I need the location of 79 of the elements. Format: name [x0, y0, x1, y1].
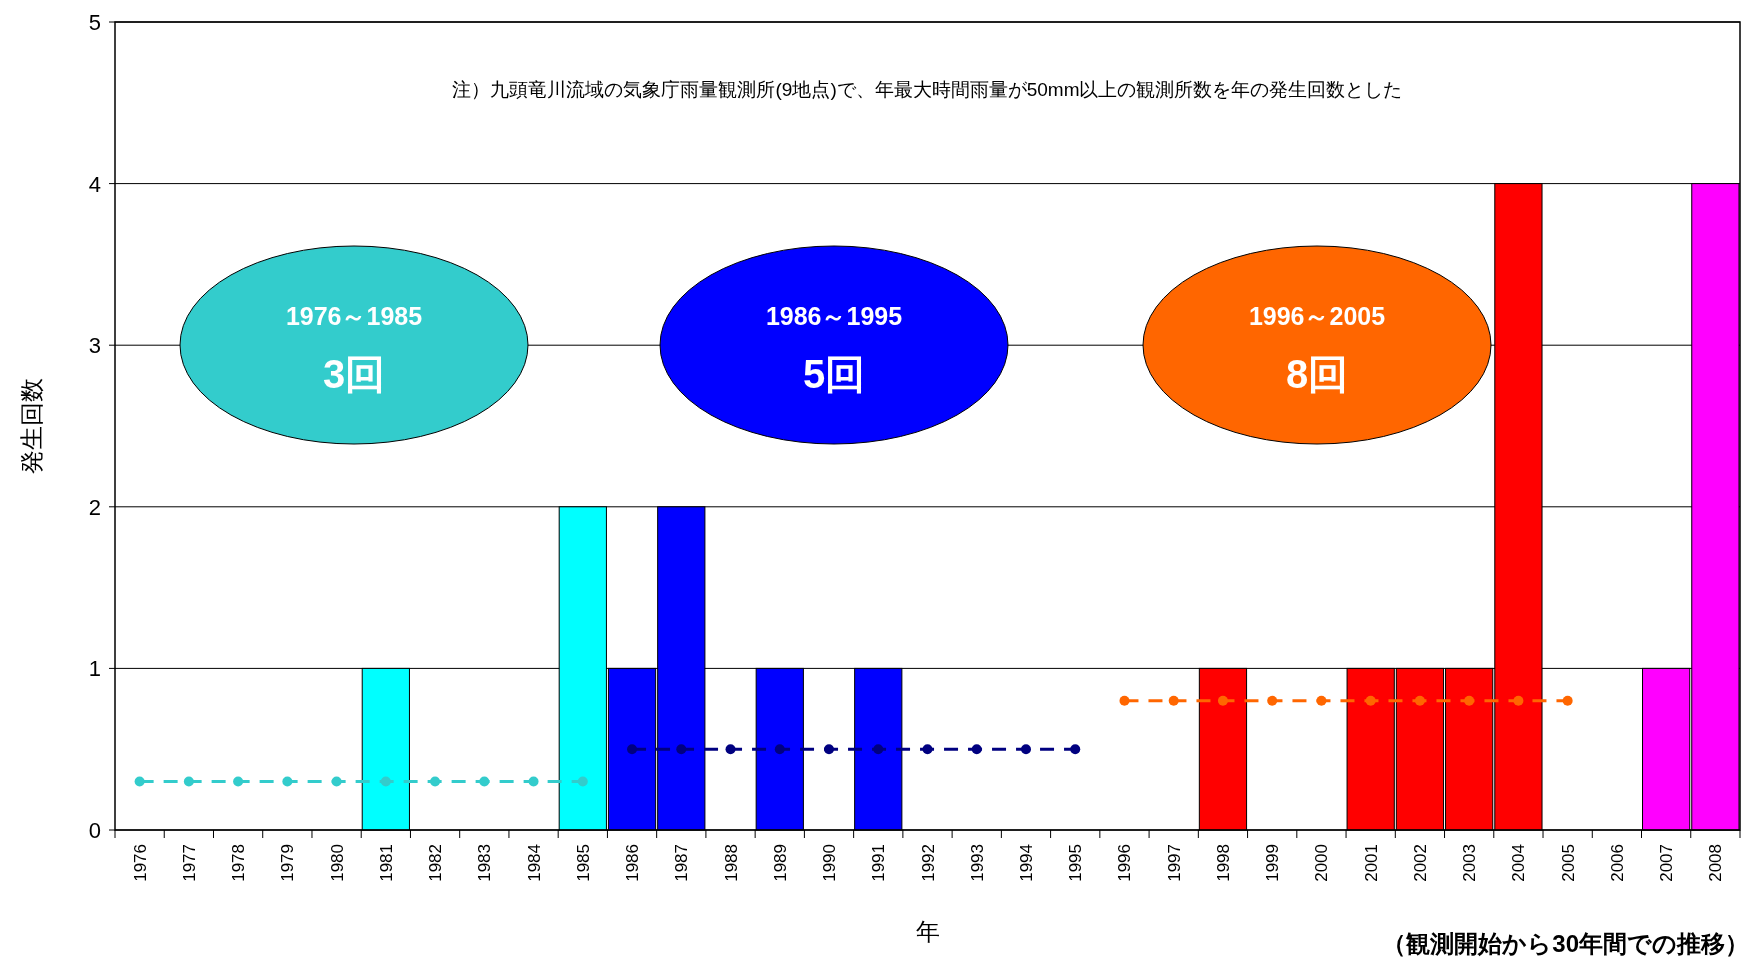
point	[676, 744, 687, 755]
x-tick-label: 2007	[1657, 844, 1677, 882]
point	[1020, 744, 1031, 755]
x-tick-label: 1977	[179, 844, 199, 882]
x-tick-label: 1999	[1263, 844, 1283, 882]
text: （観測開始から30年間での推移）	[1382, 930, 1749, 957]
x-tick-label: 2008	[1706, 844, 1726, 882]
x-tick-label: 1991	[869, 844, 889, 882]
point	[1562, 695, 1573, 706]
point	[233, 776, 244, 787]
x-tick-label: 1981	[376, 844, 396, 882]
y-tick-label: 4	[88, 171, 101, 197]
x-tick-label: 1996	[1115, 844, 1135, 882]
point	[725, 744, 736, 755]
x-tick-label: 1989	[770, 844, 790, 882]
point	[1365, 695, 1376, 706]
point	[1217, 695, 1228, 706]
x-tick-label: 1983	[475, 844, 495, 882]
point	[430, 776, 441, 787]
y-tick-label: 0	[88, 818, 101, 843]
x-tick-label: 1992	[918, 844, 938, 882]
x-axis-title: 年	[915, 918, 940, 945]
annotation: 1996～2005	[1248, 302, 1386, 330]
point	[873, 744, 884, 755]
y-tick-label: 1	[88, 656, 101, 682]
x-tick-label: 2001	[1361, 844, 1381, 882]
y-tick-label: 5	[88, 10, 101, 35]
x-tick-label: 1995	[1066, 844, 1086, 882]
x-tick-label: 2003	[1460, 844, 1480, 882]
x-tick-label: 2004	[1509, 844, 1529, 882]
point	[1513, 695, 1524, 706]
y-axis-title: 発生回数	[18, 378, 45, 474]
point	[479, 776, 490, 787]
point	[331, 776, 342, 787]
annotation: 5回	[802, 352, 866, 396]
annotation: 注）九頭竜川流域の気象庁雨量観測所(9地点)で、年最大時間雨量が50mm以上の観測所数を年の発生回数とした	[452, 79, 1403, 100]
x-tick-label: 1988	[721, 844, 741, 882]
annotation: 1986～1995	[765, 302, 903, 330]
x-tick-label: 1997	[1164, 844, 1184, 882]
y-tick-label: 2	[88, 494, 101, 520]
x-tick-label: 1984	[524, 844, 544, 882]
point	[774, 744, 785, 755]
point	[971, 744, 982, 755]
x-tick-label: 2005	[1558, 844, 1578, 882]
point	[282, 776, 293, 787]
point	[577, 776, 588, 787]
y-tick-label: 3	[88, 333, 101, 359]
annotation: 8回	[1285, 352, 1349, 396]
x-tick-label: 1976	[130, 844, 150, 882]
x-tick-label: 1986	[623, 844, 643, 882]
point	[824, 744, 835, 755]
x-tick-label: 1985	[573, 844, 593, 882]
annotation: 1976～1985	[285, 302, 423, 330]
point	[380, 776, 391, 787]
x-tick-label: 1993	[967, 844, 987, 882]
x-tick-label: 1979	[278, 844, 298, 882]
point	[1414, 695, 1425, 706]
x-tick-label: 1990	[820, 844, 840, 882]
x-tick-label: 1982	[426, 844, 446, 882]
x-tick-label: 1980	[327, 844, 347, 882]
point	[1168, 695, 1179, 706]
point	[922, 744, 933, 755]
annotation: 3回	[322, 352, 386, 396]
x-tick-label: 1998	[1213, 844, 1233, 882]
point	[1267, 695, 1278, 706]
x-tick-label: 2006	[1607, 844, 1627, 882]
point	[1464, 695, 1475, 706]
x-tick-label: 1978	[229, 844, 249, 882]
x-tick-label: 2002	[1410, 844, 1430, 882]
point	[1316, 695, 1327, 706]
x-tick-label: 1987	[672, 844, 692, 882]
point	[1119, 695, 1130, 706]
x-tick-label: 2000	[1312, 844, 1332, 882]
point	[627, 744, 638, 755]
point	[183, 776, 194, 787]
point	[1070, 744, 1081, 755]
x-tick-label: 1994	[1016, 844, 1036, 882]
point	[134, 776, 145, 787]
point	[528, 776, 539, 787]
